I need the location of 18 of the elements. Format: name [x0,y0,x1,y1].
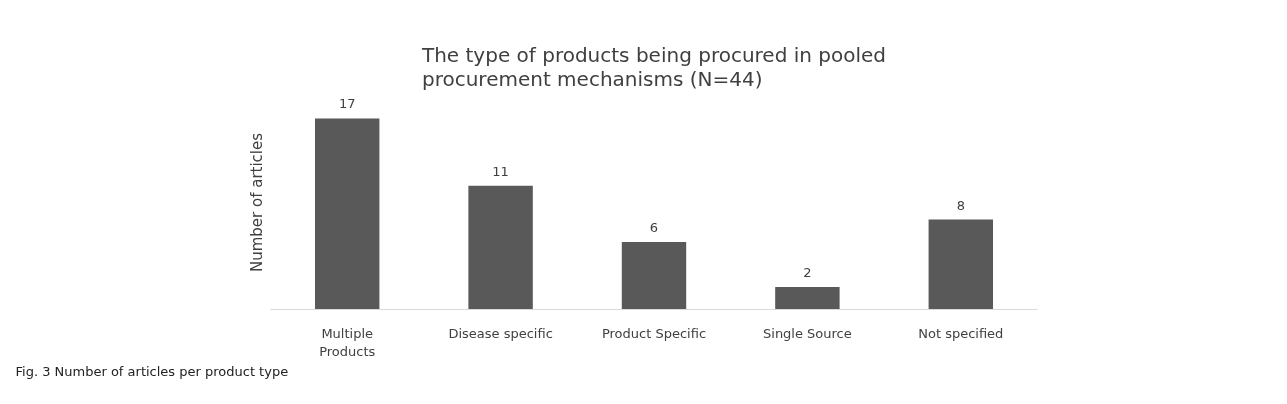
x-tick-label: Multiple Products [319,325,376,359]
bar [621,242,687,310]
x-tick-label: Single Source [763,325,852,341]
bar [468,185,533,310]
data-label: 17 [338,96,356,112]
bar [775,287,840,310]
data-label: 6 [649,220,659,236]
data-label: 2 [803,265,812,281]
x-tick-label: Product Specific [601,325,707,341]
bar [928,219,994,310]
caption: Fig. 3 Number of articles per product type [15,363,289,379]
data-label: 11 [492,163,509,179]
x-tick-label: Disease specific [448,325,553,341]
x-tick-label: Not specified [918,325,1004,341]
data-label: 8 [956,197,965,213]
bar [314,118,380,310]
chart-title: The type of products being procured in pooled procurement mechanisms (N=44) [420,42,887,91]
y-axis-title: Number of articles [247,132,266,273]
